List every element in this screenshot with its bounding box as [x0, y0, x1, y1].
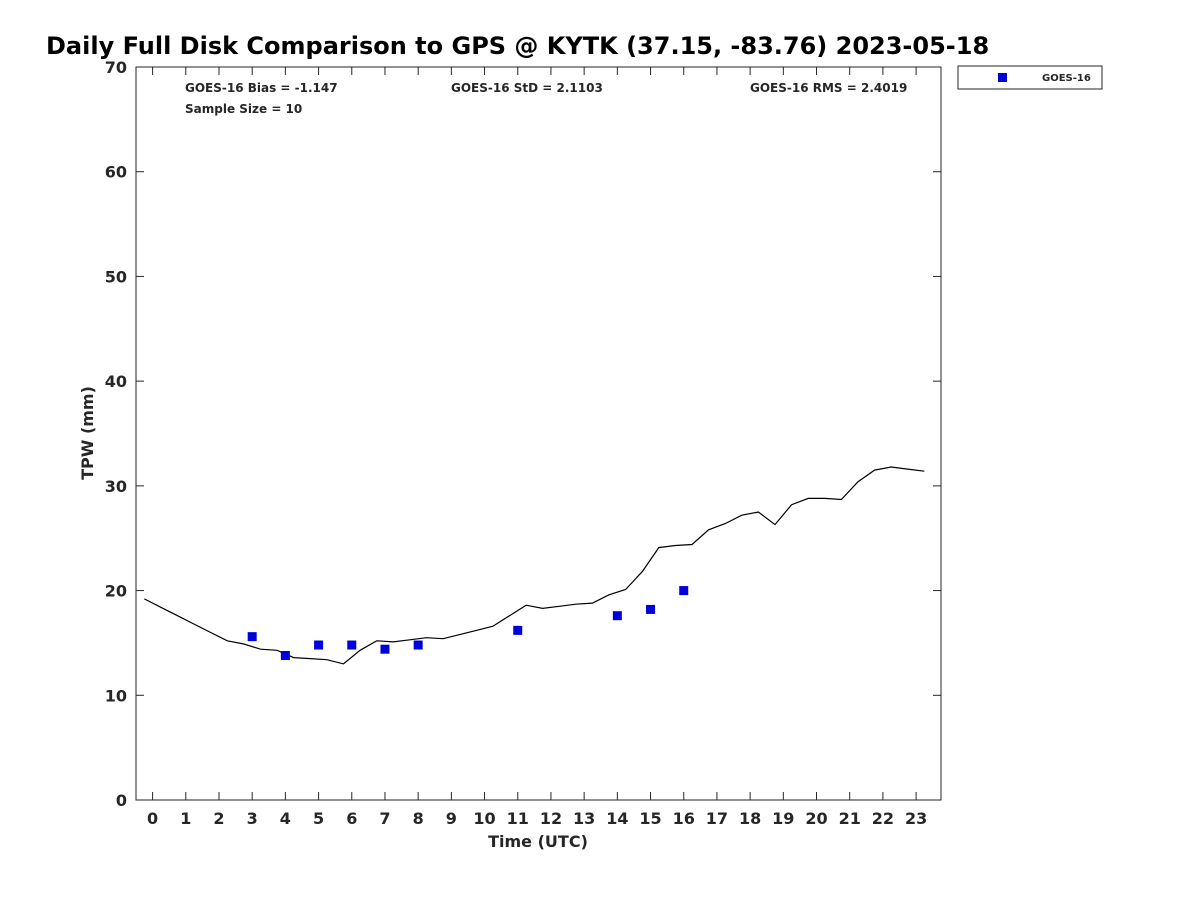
- x-tick-label: 8: [413, 809, 424, 828]
- goes16-data-point: [646, 604, 656, 614]
- goes16-data-point: [247, 632, 257, 642]
- x-tick-label: 22: [872, 809, 894, 828]
- x-tick-label: 10: [473, 809, 495, 828]
- plot-area-frame: [135, 66, 942, 801]
- x-tick-label: 11: [507, 809, 529, 828]
- goes16-data-point: [280, 650, 290, 660]
- x-tick-label: 18: [739, 809, 761, 828]
- legend-box: [957, 65, 1103, 90]
- series-layer: [144, 466, 925, 665]
- x-tick-label: 5: [313, 809, 324, 828]
- x-tick-label: 1: [180, 809, 191, 828]
- x-axis: 0 1 2 3 4 5 6 7 8 9 10 11 12 13 14 15 16 17 18 19 20 21 22 23: [147, 67, 927, 828]
- y-axis-label: TPW (mm): [78, 386, 97, 480]
- goes16-data-point: [413, 640, 423, 650]
- goes16-data-point: [612, 611, 622, 621]
- x-tick-label: 0: [147, 809, 158, 828]
- goes16-data-point: [679, 586, 689, 596]
- x-tick-label: 16: [673, 809, 695, 828]
- x-tick-label: 6: [346, 809, 357, 828]
- y-tick-label: 0: [116, 791, 127, 810]
- chart-title: Daily Full Disk Comparison to GPS @ KYTK…: [46, 32, 989, 60]
- x-tick-label: 20: [805, 809, 827, 828]
- y-tick-label: 30: [105, 477, 127, 496]
- y-tick-label: 20: [105, 582, 127, 601]
- x-tick-label: 15: [639, 809, 661, 828]
- y-tick-label: 10: [105, 686, 127, 705]
- x-tick-label: 7: [379, 809, 390, 828]
- x-tick-label: 23: [905, 809, 927, 828]
- legend: GOES-16: [957, 65, 1103, 90]
- x-tick-label: 17: [706, 809, 728, 828]
- legend-marker-goes16: [998, 73, 1007, 82]
- x-tick-label: 4: [280, 809, 291, 828]
- gps-tpw-line: [144, 466, 925, 665]
- bias-stat: GOES-16 Bias = -1.147: [185, 81, 338, 95]
- goes16-data-point: [513, 625, 523, 635]
- sample-size-stat: Sample Size = 10: [185, 102, 302, 116]
- x-tick-label: 19: [772, 809, 794, 828]
- x-tick-label: 14: [606, 809, 628, 828]
- goes16-data-point: [314, 640, 324, 650]
- y-tick-label: 60: [105, 163, 127, 182]
- x-tick-label: 12: [540, 809, 562, 828]
- y-axis: 0 10 20 30 40 50 60 70: [105, 58, 941, 810]
- goes16-data-point: [347, 640, 357, 650]
- x-tick-label: 9: [446, 809, 457, 828]
- x-tick-label: 3: [247, 809, 258, 828]
- y-tick-label: 70: [105, 58, 127, 77]
- y-tick-label: 40: [105, 372, 127, 391]
- x-tick-label: 2: [213, 809, 224, 828]
- y-tick-label: 50: [105, 267, 127, 286]
- rms-stat: GOES-16 RMS = 2.4019: [750, 81, 907, 95]
- legend-label-goes16: GOES-16: [1042, 73, 1091, 84]
- std-stat: GOES-16 StD = 2.1103: [451, 81, 603, 95]
- goes16-data-point: [380, 644, 390, 654]
- x-axis-label: Time (UTC): [488, 832, 588, 851]
- x-tick-label: 13: [573, 809, 595, 828]
- x-tick-label: 21: [839, 809, 861, 828]
